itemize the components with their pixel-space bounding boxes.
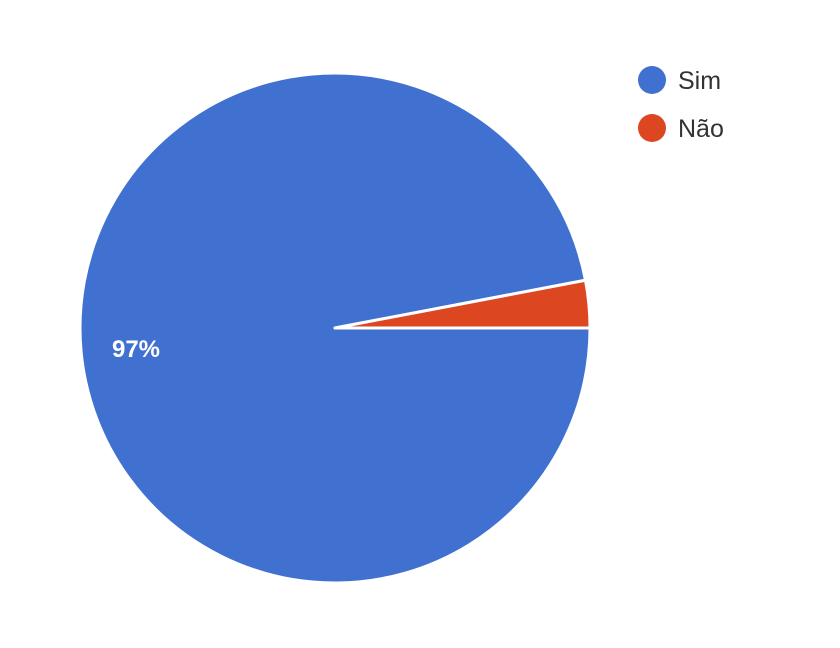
legend: Sim Não [638,66,724,143]
data-label-sim: 97% [112,336,160,363]
legend-label-nao: Não [678,115,724,143]
legend-swatch-nao [638,114,666,142]
legend-item-sim: Sim [638,66,721,95]
legend-swatch-sim [638,66,666,94]
legend-item-nao: Não [638,114,724,143]
pie-slice-nao [333,278,592,330]
legend-label-sim: Sim [678,67,721,95]
pie-data-labels: 97% [112,336,160,363]
pie-slices [78,71,592,585]
